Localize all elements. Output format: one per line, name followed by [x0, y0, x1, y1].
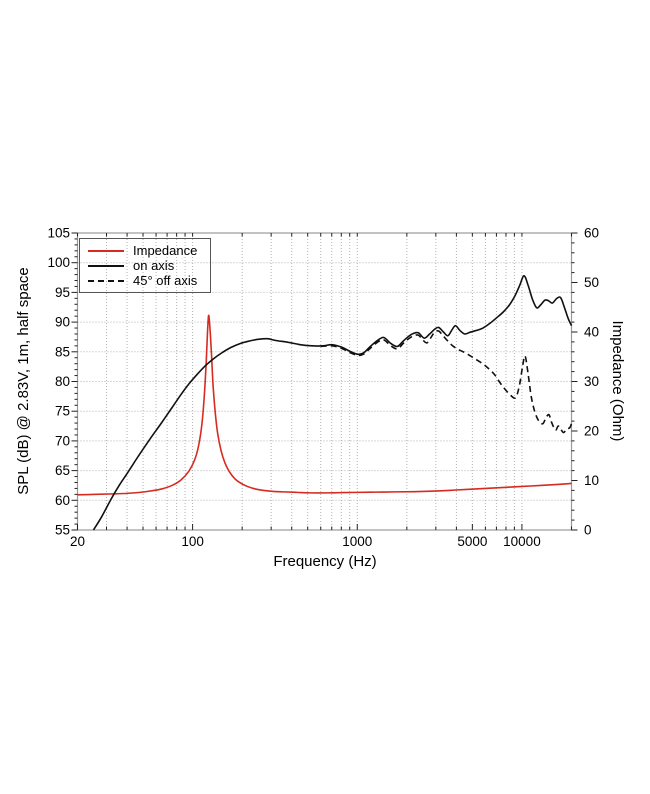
y-right-tick-label: 40	[584, 325, 599, 340]
y-right-tick-label: 20	[584, 424, 599, 439]
y-left-tick-label: 95	[55, 285, 70, 300]
x-tick-label: 100	[181, 534, 204, 549]
y-left-tick-label: 105	[47, 226, 70, 241]
y-left-tick-label: 100	[47, 255, 70, 270]
on-axis-line-swatch	[88, 264, 124, 267]
y-axis-title-spl: SPL (dB) @ 2.83V, 1m, half space	[15, 267, 32, 495]
legend-label-off-axis: 45° off axis	[133, 273, 198, 288]
x-tick-label: 20	[70, 534, 85, 549]
x-tick-label: 5000	[457, 534, 487, 549]
y-left-tick-label: 75	[55, 404, 70, 419]
legend-item-on-axis: on axis	[88, 258, 202, 273]
legend-label-on-axis: on axis	[133, 258, 175, 273]
off-axis-line-swatch	[88, 279, 124, 282]
y-right-tick-label: 0	[584, 523, 592, 538]
on-axis-curve	[92, 274, 573, 531]
impedance-line-swatch	[88, 249, 124, 252]
x-tick-label: 1000	[342, 534, 372, 549]
y-left-tick-label: 90	[55, 315, 70, 330]
y-left-tick-label: 55	[55, 523, 70, 538]
y-left-tick-label: 65	[55, 463, 70, 478]
y-right-tick-label: 10	[584, 473, 599, 488]
legend-item-impedance: Impedance	[88, 243, 202, 258]
x-tick-label: 10000	[503, 534, 541, 549]
y-left-tick-label: 80	[55, 374, 70, 389]
chart-legend: Impedance on axis 45° off axis	[79, 238, 211, 293]
y-right-tick-label: 50	[584, 275, 599, 290]
impedance-curve	[77, 314, 572, 496]
y-left-tick-label: 70	[55, 433, 70, 448]
legend-item-off-axis: 45° off axis	[88, 273, 202, 288]
y-axis-title-impedance: Impedance (Ohm)	[609, 320, 626, 442]
y-right-tick-label: 30	[584, 374, 599, 389]
y-left-tick-label: 85	[55, 344, 70, 359]
y-left-tick-label: 60	[55, 493, 70, 508]
legend-label-impedance: Impedance	[133, 243, 198, 258]
x-axis-title: Frequency (Hz)	[273, 553, 377, 570]
y-right-tick-label: 60	[584, 226, 599, 241]
